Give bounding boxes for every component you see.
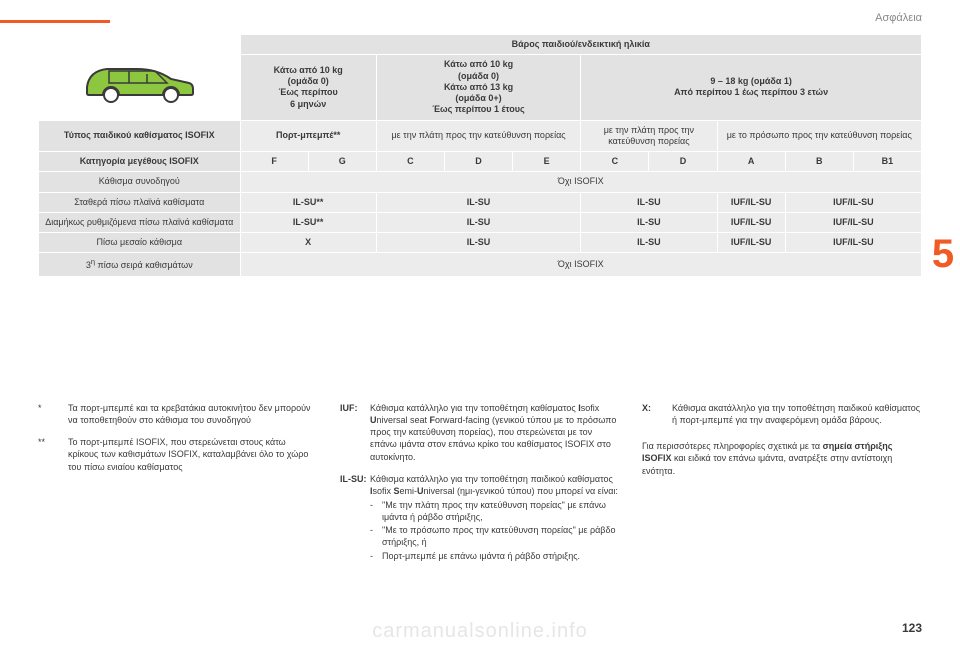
fn-info-p2: και ειδικά τον επάνω ιμάντα, ανατρέξτε σ… [642, 453, 892, 475]
size-C2: C [581, 152, 648, 171]
fixed-v2: IL-SU [377, 193, 580, 212]
type-c2: με την πλάτη προς την κατεύθυνση πορείας [377, 121, 580, 152]
adj-v4: IUF/IL-SU [718, 213, 785, 232]
row-fixed-label: Σταθερά πίσω πλαϊνά καθίσματα [39, 193, 240, 212]
fn-iuf-body: Κάθισμα κατάλληλο για την τοποθέτηση καθ… [370, 403, 616, 462]
type-c4: με το πρόσωπο προς την κατεύθυνση πορεία… [718, 121, 921, 152]
adj-v5: IUF/IL-SU [786, 213, 921, 232]
size-G: G [309, 152, 376, 171]
fixed-v1: IL-SU** [241, 193, 376, 212]
fn-dstar-text: Το πορτ-μπεμπέ ISOFIX, που στερεώνεται σ… [68, 436, 318, 472]
footnotes: * Τα πορτ-μπεμπέ και τα κρεβατάκια αυτοκ… [38, 402, 922, 573]
footnote-col-1: * Τα πορτ-μπεμπέ και τα κρεβατάκια αυτοκ… [38, 402, 318, 573]
fn-ilsu-text: Κάθισμα κατάλληλο για την τοποθέτηση παι… [370, 473, 620, 563]
group-0plus: Κάτω από 10 kg (ομάδα 0) Κάτω από 13 kg … [377, 55, 580, 119]
adj-v3: IL-SU [581, 213, 716, 232]
fn-info-p1: Για περισσότερες πληροφορίες σχετικά με … [642, 441, 823, 451]
adj-v2: IL-SU [377, 213, 580, 232]
row-third-label: 3η πίσω σειρά καθισμάτων [39, 253, 240, 275]
footnote-col-2: IUF: Κάθισμα κατάλληλο για την τοποθέτησ… [340, 402, 620, 573]
car-icon-cell [39, 35, 240, 120]
fixed-v4: IUF/IL-SU [718, 193, 785, 212]
fn-ilsu-item-3: Πορτ-μπεμπέ με επάνω ιμάντα ή ράβδο στήρ… [370, 550, 620, 562]
row-label-type: Τύπος παιδικού καθίσματος ISOFIX [39, 121, 240, 152]
fn-star-text: Τα πορτ-μπεμπέ και τα κρεβατάκια αυτοκιν… [68, 402, 318, 426]
table-title: Βάρος παιδιού/ενδεικτική ηλικία [241, 35, 921, 54]
fn-star-key: * [38, 402, 68, 426]
fn-x-key: X: [642, 402, 672, 426]
size-D: D [445, 152, 512, 171]
fn-dstar-key: ** [38, 436, 68, 472]
size-D2: D [649, 152, 716, 171]
row-centre-label: Πίσω μεσαίο κάθισμα [39, 233, 240, 252]
fn-info: Για περισσότερες πληροφορίες σχετικά με … [642, 440, 922, 476]
type-c1: Πορτ-μπεμπέ** [241, 121, 376, 152]
centre-v2: IL-SU [377, 233, 580, 252]
fn-iuf-text: Κάθισμα κατάλληλο για την τοποθέτηση καθ… [370, 402, 620, 463]
fn-x-text: Κάθισμα ακατάλληλο για την τοποθέτηση πα… [672, 402, 922, 426]
fixed-v3: IL-SU [581, 193, 716, 212]
chapter-number: 5 [926, 232, 960, 277]
third-suffix: πίσω σειρά καθισμάτων [95, 260, 193, 270]
adj-v1: IL-SU** [241, 213, 376, 232]
size-C: C [377, 152, 444, 171]
isofix-table: Βάρος παιδιού/ενδεικτική ηλικία Κάτω από… [38, 34, 922, 277]
centre-v3: IL-SU [581, 233, 716, 252]
fn-ilsu-body: Κάθισμα κατάλληλο για την τοποθέτηση παι… [370, 474, 618, 496]
type-c3: με την πλάτη προς την κατεύθυνση πορείας [581, 121, 716, 152]
row-front-label: Κάθισμα συνοδηγού [39, 172, 240, 191]
fn-ilsu-item-1: "Με την πλάτη προς την κατεύθυνση πορεία… [370, 499, 620, 523]
centre-v5: IUF/IL-SU [786, 233, 921, 252]
centre-v1: X [241, 233, 376, 252]
footnote-col-3: X: Κάθισμα ακατάλληλο για την τοποθέτηση… [642, 402, 922, 573]
row-front-value: Όχι ISOFIX [241, 172, 921, 191]
row-label-size: Κατηγορία μεγέθους ISOFIX [39, 152, 240, 171]
group-0: Κάτω από 10 kg (ομάδα 0) Έως περίπου 6 μ… [241, 55, 376, 119]
accent-bar [0, 20, 110, 23]
fixed-v5: IUF/IL-SU [786, 193, 921, 212]
fn-ilsu-item-2: "Με το πρόσωπο προς την κατεύθυνση πορεί… [370, 524, 620, 548]
car-icon [79, 47, 199, 107]
size-B: B [786, 152, 853, 171]
section-label: Ασφάλεια [875, 12, 922, 24]
page-number: 123 [902, 621, 922, 635]
size-B1: B1 [854, 152, 921, 171]
size-E: E [513, 152, 580, 171]
watermark: carmanualsonline.info [372, 620, 588, 643]
fn-ilsu-key: IL-SU: [340, 473, 370, 563]
row-third-value: Όχι ISOFIX [241, 253, 921, 275]
fn-ilsu-list: "Με την πλάτη προς την κατεύθυνση πορεία… [370, 499, 620, 562]
fn-iuf-key: IUF: [340, 402, 370, 463]
table-title-text: Βάρος παιδιού/ενδεικτική ηλικία [512, 39, 650, 49]
centre-v4: IUF/IL-SU [718, 233, 785, 252]
size-F: F [241, 152, 308, 171]
row-adj-label: Διαμήκως ρυθμιζόμενα πίσω πλαϊνά καθίσμα… [39, 213, 240, 232]
group-1: 9 – 18 kg (ομάδα 1) Από περίπου 1 έως πε… [581, 55, 921, 119]
size-A: A [718, 152, 785, 171]
